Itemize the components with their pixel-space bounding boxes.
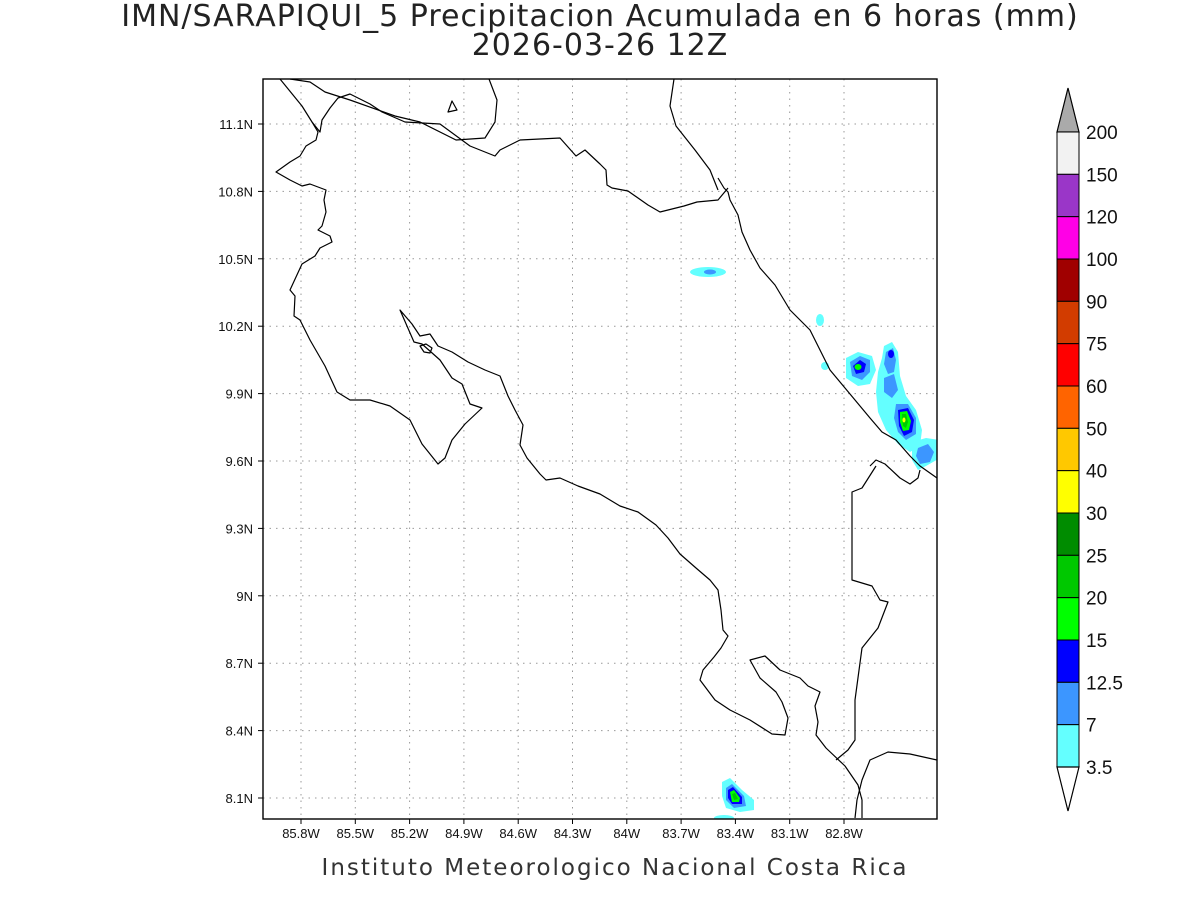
- y-tick-label: 10.5N: [218, 252, 253, 267]
- y-tick-label: 11.1N: [219, 117, 253, 132]
- coastlines: [275, 79, 937, 819]
- x-axis: 85.8W 85.5W 85.2W 84.9W 84.6W 84.3W 84W 83.7W 83…: [282, 819, 864, 841]
- colorbar-over-triangle: [1056, 87, 1080, 133]
- colorbar-label: 30: [1086, 504, 1107, 525]
- grid-lines: [263, 79, 937, 819]
- colorbar: 200 150 120 100 90 75 60 50 40 30 25 20 15 12.5 7 3.5: [1056, 87, 1123, 812]
- y-tick-label: 8.7N: [226, 656, 253, 671]
- x-tick-label: 82.8W: [825, 826, 863, 841]
- colorbar-label: 100: [1086, 250, 1118, 271]
- colorbar-swatch: [1056, 173, 1080, 218]
- colorbar-swatch: [1056, 300, 1080, 345]
- panama-coast: [854, 751, 937, 819]
- colorbar-label: 25: [1086, 546, 1107, 567]
- colorbar-swatch: [1056, 216, 1080, 260]
- title-line-2: 2026-03-26 12Z: [471, 28, 729, 63]
- precip-cell-caribbean: [846, 342, 937, 470]
- colorbar-label: 3.5: [1086, 758, 1112, 779]
- panama-border-south: [835, 465, 889, 761]
- x-tick-label: 83.7W: [662, 826, 700, 841]
- panama-border: [869, 459, 921, 485]
- x-tick-label: 83.4W: [717, 826, 755, 841]
- colorbar-label: 12.5: [1086, 673, 1123, 694]
- costa-rica-pacific-coast: [275, 121, 863, 818]
- colorbar-under-triangle: [1056, 766, 1080, 812]
- nicaragua-border: [279, 79, 729, 213]
- y-tick-label: 9.6N: [226, 454, 253, 469]
- colorbar-swatch: [1056, 681, 1080, 726]
- nicaragua-coast-north: [289, 79, 498, 141]
- x-tick-label: 83.1W: [771, 826, 809, 841]
- colorbar-label: 200: [1086, 123, 1118, 144]
- colorbar-label: 7: [1086, 716, 1097, 737]
- x-tick-label: 84.9W: [445, 826, 483, 841]
- nicaragua-coast-east: [669, 79, 719, 191]
- colorbar-swatch: [1056, 639, 1080, 683]
- precip-cell-north: [690, 267, 726, 277]
- colorbar-label: 150: [1086, 165, 1118, 186]
- title-line-1: IMN/SARAPIQUI_5 Precipitacion Acumulada …: [121, 0, 1079, 34]
- colorbar-swatch: [1056, 554, 1080, 599]
- y-axis: 11.1N 10.8N 10.5N 10.2N 9.9N 9.6N 9.3N 9N 8.7N 8.…: [218, 117, 263, 806]
- map-title: IMN/SARAPIQUI_5 Precipitacion Acumulada …: [0, 0, 1200, 63]
- colorbar-label: 90: [1086, 292, 1107, 313]
- precip-cell-south: [714, 778, 754, 819]
- lake-shape: [419, 343, 433, 354]
- x-tick-label: 85.5W: [337, 826, 375, 841]
- lake-island: [447, 100, 458, 113]
- colorbar-label: 40: [1086, 462, 1107, 483]
- colorbar-swatch: [1056, 385, 1080, 429]
- y-tick-label: 9.3N: [226, 521, 253, 536]
- colorbar-label: 60: [1086, 377, 1107, 398]
- precipitation-field: [690, 267, 937, 819]
- colorbar-swatch: [1056, 470, 1080, 514]
- colorbar-swatch: [1056, 131, 1080, 175]
- colorbar-label: 15: [1086, 631, 1107, 652]
- y-tick-label: 9N: [236, 589, 253, 604]
- y-tick-label: 10.2N: [218, 319, 253, 334]
- x-tick-label: 84.6W: [499, 826, 537, 841]
- colorbar-label: 120: [1086, 208, 1118, 229]
- colorbar-label: 50: [1086, 419, 1107, 440]
- caribbean-coast: [717, 177, 937, 479]
- x-tick-label: 84W: [613, 826, 640, 841]
- precip-cell-small: [816, 314, 829, 370]
- colorbar-label: 75: [1086, 335, 1107, 356]
- colorbar-swatch: [1056, 427, 1080, 472]
- x-tick-label: 84.3W: [554, 826, 592, 841]
- colorbar-label: 20: [1086, 589, 1107, 610]
- footer-credit: Instituto Meteorologico Nacional Costa R…: [321, 855, 909, 881]
- colorbar-swatch: [1056, 258, 1080, 302]
- y-tick-label: 10.8N: [218, 184, 253, 199]
- colorbar-swatch: [1056, 343, 1080, 387]
- y-tick-label: 8.4N: [226, 724, 253, 739]
- colorbar-swatch: [1056, 512, 1080, 556]
- y-tick-label: 8.1N: [226, 791, 253, 806]
- plot-frame: [262, 78, 938, 820]
- x-tick-label: 85.8W: [282, 826, 320, 841]
- colorbar-swatch: [1056, 724, 1080, 768]
- colorbar-swatch: [1056, 597, 1080, 641]
- y-tick-label: 9.9N: [226, 387, 253, 402]
- x-tick-label: 85.2W: [391, 826, 429, 841]
